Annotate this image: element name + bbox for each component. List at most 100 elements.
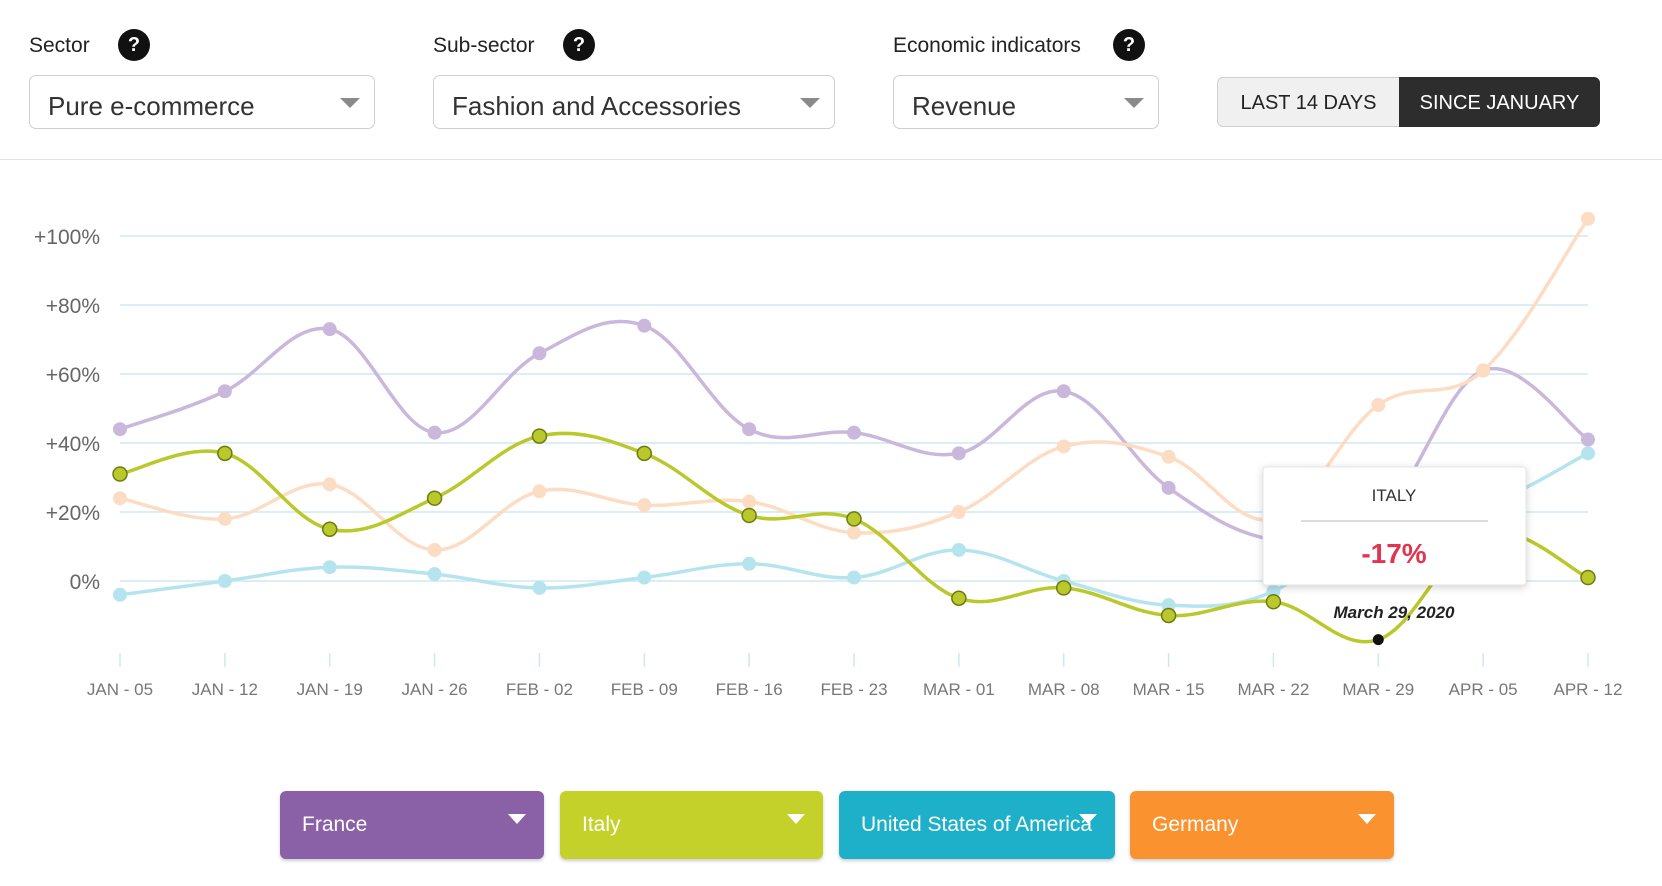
series-point-germany [532, 484, 547, 499]
x-tick-label: JAN - 19 [297, 680, 363, 699]
chevron-down-icon [1124, 98, 1144, 108]
legend-usa-button[interactable]: United States of America [839, 791, 1115, 859]
chevron-down-icon [1358, 814, 1376, 824]
y-tick-label: +60% [46, 364, 100, 387]
series-point-germany [1476, 363, 1491, 378]
legend-italy-label: Italy [582, 813, 621, 836]
series-point-united-states-of-america [113, 587, 127, 602]
series-point-france [742, 422, 757, 437]
y-tick-label: +80% [46, 295, 100, 318]
tooltip-date: March 29, 2020 [1334, 603, 1456, 622]
x-tick-label: MAR - 08 [1028, 680, 1100, 699]
series-point-italy [1055, 580, 1072, 596]
subsector-select-value: Fashion and Accessories [452, 91, 742, 121]
y-axis: 0% +20% +40% +60% +80% +100% [34, 226, 100, 594]
subsector-label: Sub-sector [433, 34, 535, 57]
y-tick-label: +100% [34, 226, 100, 249]
x-tick-label: JAN - 26 [402, 680, 468, 699]
series-point-france [847, 425, 861, 440]
highlighted-point [1372, 634, 1384, 646]
legend-germany-button[interactable]: Germany [1130, 791, 1394, 859]
x-tick-label: FEB - 16 [716, 680, 783, 699]
x-tick-label: MAR - 22 [1238, 680, 1310, 699]
indicator-select-value: Revenue [912, 91, 1017, 121]
x-tick-label: JAN - 12 [192, 680, 258, 699]
series-point-germany [1371, 398, 1386, 413]
series-point-united-states-of-america [1581, 446, 1595, 461]
x-tick-label: JAN - 05 [87, 680, 153, 699]
series-point-france [1056, 384, 1071, 399]
chevron-down-icon [340, 98, 360, 108]
series-point-united-states-of-america [847, 570, 861, 585]
tooltip-box [1262, 466, 1527, 586]
series-point-italy [217, 445, 233, 462]
series-point-germany [951, 505, 966, 519]
filters-bar: Sector ? Pure e-commerce Sub-sector ? Fa… [0, 0, 1662, 160]
series-point-united-states-of-america [532, 580, 547, 595]
y-tick-label: +40% [46, 433, 100, 456]
y-tick-label: +20% [46, 502, 100, 525]
x-axis: JAN - 05 JAN - 12 JAN - 19 JAN - 26 FEB - 02… [87, 653, 1623, 699]
series-point-italy [1160, 607, 1177, 624]
series-point-germany [637, 498, 652, 513]
subsector-help-icon[interactable]: ? [563, 29, 595, 61]
chevron-down-icon [1079, 814, 1097, 824]
revenue-line-chart: 0% +20% +40% +60% +80% +100% JAN - 05 JAN - 12… [34, 211, 1623, 699]
sector-select-value: Pure e-commerce [48, 91, 255, 121]
y-tick-label: 0% [70, 571, 100, 594]
series-point-france [322, 322, 337, 337]
series-point-italy [1580, 569, 1596, 586]
series-point-france [532, 346, 547, 361]
series-point-italy [846, 511, 862, 527]
series-point-france [427, 425, 442, 440]
series-point-italy [741, 507, 757, 524]
series-line-germany [118, 217, 1590, 552]
series-point-united-states-of-america [427, 567, 442, 582]
x-tick-label: MAR - 01 [923, 680, 995, 699]
since-january-button[interactable]: SINCE JANUARY [1399, 77, 1600, 127]
series-point-germany [427, 542, 442, 557]
series-point-italy [112, 466, 128, 482]
series-point-germany [217, 511, 232, 526]
series-point-germany [742, 494, 757, 509]
series-point-italy [426, 490, 443, 506]
series-point-italy [531, 428, 548, 444]
series-point-united-states-of-america [742, 556, 757, 571]
x-tick-label: APR - 05 [1449, 680, 1518, 699]
x-tick-label: APR - 12 [1554, 680, 1623, 699]
series-point-italy [636, 445, 653, 462]
chevron-down-icon [787, 814, 805, 824]
subsector-select[interactable]: Fashion and Accessories [433, 75, 835, 129]
x-tick-label: MAR - 29 [1342, 680, 1414, 699]
sector-help-icon[interactable]: ? [118, 29, 150, 61]
series-point-france [1161, 480, 1176, 495]
series-point-united-states-of-america [217, 574, 232, 588]
x-tick-label: FEB - 02 [506, 680, 573, 699]
legend-france-label: France [302, 813, 368, 836]
x-tick-label: MAR - 15 [1133, 680, 1205, 699]
series-point-germany [113, 491, 127, 506]
series-point-germany [1161, 449, 1176, 464]
legend-france-button[interactable]: France [280, 791, 544, 859]
legend-germany-label: Germany [1152, 813, 1239, 836]
chart-tooltip: ITALY -17% March 29, 2020 [1262, 466, 1527, 622]
indicator-help-icon[interactable]: ? [1113, 29, 1145, 61]
indicator-select[interactable]: Revenue [893, 75, 1159, 129]
series-point-united-states-of-america [637, 570, 652, 585]
tooltip-value: -17% [1361, 538, 1426, 569]
series-point-france [217, 384, 232, 399]
series-point-germany [322, 477, 337, 492]
sector-label: Sector [29, 34, 90, 57]
sector-select[interactable]: Pure e-commerce [29, 75, 375, 129]
series-point-france [1581, 432, 1595, 447]
last-14-days-button[interactable]: LAST 14 DAYS [1217, 77, 1399, 127]
legend-italy-button[interactable]: Italy [560, 791, 823, 859]
legend-usa-label: United States of America [861, 813, 1093, 836]
series-point-italy [321, 521, 338, 537]
x-tick-label: FEB - 23 [820, 680, 887, 699]
x-tick-label: FEB - 09 [611, 680, 678, 699]
series-point-france [951, 446, 966, 461]
series-point-germany [847, 525, 861, 540]
series-point-italy [951, 590, 967, 606]
series-point-france [113, 422, 127, 437]
